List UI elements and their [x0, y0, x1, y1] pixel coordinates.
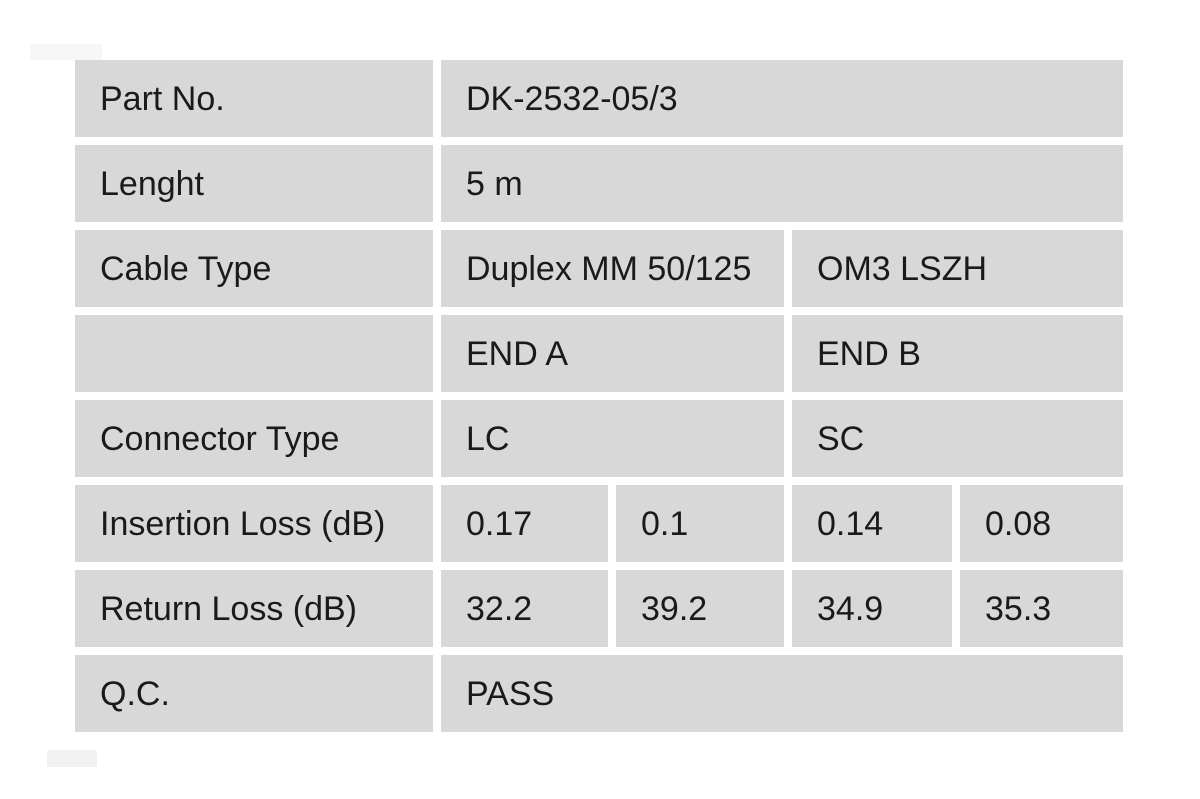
value-insertion-loss-b2: 0.08: [960, 485, 1123, 562]
value-part-no: DK-2532-05/3: [441, 60, 1123, 137]
row-label-length: Lenght: [75, 145, 433, 222]
cable-spec-table: Part No. DK-2532-05/3 Lenght 5 m Cable T…: [75, 60, 1123, 732]
watermark-remnant-top: [30, 44, 102, 60]
row-label-empty: [75, 315, 433, 392]
value-connector-end-a: LC: [441, 400, 784, 477]
value-insertion-loss-b1: 0.14: [792, 485, 952, 562]
row-label-connector-type: Connector Type: [75, 400, 433, 477]
value-cable-type-b: OM3 LSZH: [792, 230, 1123, 307]
header-end-a: END A: [441, 315, 784, 392]
value-connector-end-b: SC: [792, 400, 1123, 477]
row-label-part-no: Part No.: [75, 60, 433, 137]
row-label-insertion-loss: Insertion Loss (dB): [75, 485, 433, 562]
header-end-b: END B: [792, 315, 1123, 392]
value-return-loss-b2: 35.3: [960, 570, 1123, 647]
value-length: 5 m: [441, 145, 1123, 222]
watermark-remnant-bottom: [47, 750, 97, 767]
value-return-loss-a2: 39.2: [616, 570, 784, 647]
value-cable-type-a: Duplex MM 50/125: [441, 230, 784, 307]
value-return-loss-a1: 32.2: [441, 570, 608, 647]
row-label-qc: Q.C.: [75, 655, 433, 732]
value-insertion-loss-a2: 0.1: [616, 485, 784, 562]
value-qc-result: PASS: [441, 655, 1123, 732]
row-label-return-loss: Return Loss (dB): [75, 570, 433, 647]
value-insertion-loss-a1: 0.17: [441, 485, 608, 562]
value-return-loss-b1: 34.9: [792, 570, 952, 647]
row-label-cable-type: Cable Type: [75, 230, 433, 307]
